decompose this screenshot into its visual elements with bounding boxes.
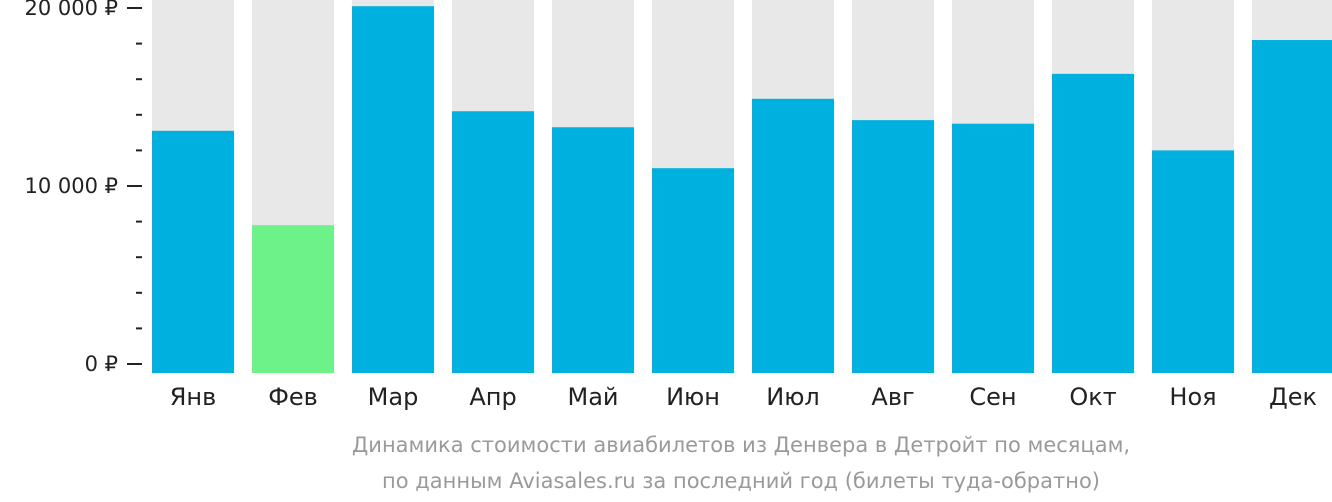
bar-8[interactable] (952, 123, 1034, 373)
bar-9[interactable] (1052, 73, 1134, 374)
bar-10[interactable] (1152, 150, 1234, 373)
bar-7[interactable] (852, 120, 934, 373)
y-tick-label-0: 0 ₽ (85, 352, 118, 376)
x-tick-label-11: Дек (1269, 383, 1317, 411)
bar-3[interactable] (452, 111, 534, 374)
y-tick-label-2: 20 000 ₽ (24, 0, 118, 20)
x-tick-label-1: Фев (268, 383, 318, 411)
chart-caption-line-2: по данным Aviasales.ru за последний год … (382, 469, 1100, 493)
x-tick-label-2: Мар (368, 383, 419, 411)
x-tick-label-6: Июл (766, 383, 820, 411)
bar-0[interactable] (152, 130, 234, 373)
bar-4[interactable] (552, 127, 634, 373)
x-tick-label-9: Окт (1069, 383, 1116, 411)
x-tick-label-3: Апр (469, 383, 516, 411)
x-tick-label-0: Янв (170, 383, 217, 411)
y-axis: 0 ₽ 10 000 ₽ 20 000 ₽ (24, 0, 142, 376)
x-tick-label-7: Авг (871, 383, 914, 411)
bar-2[interactable] (352, 6, 434, 373)
bar-5[interactable] (652, 168, 734, 373)
chart-caption-line-1: Динамика стоимости авиабилетов из Денвер… (352, 433, 1130, 457)
x-tick-label-4: Май (567, 383, 618, 411)
bar-11[interactable] (1252, 40, 1332, 373)
y-tick-label-1: 10 000 ₽ (24, 174, 118, 198)
x-tick-label-10: Ноя (1169, 383, 1216, 411)
x-axis-labels: Янв Фев Мар Апр Май Июн Июл Авг Сен Окт Ноя Дек (170, 383, 1317, 411)
x-tick-label-5: Июн (666, 383, 720, 411)
bars-layer (152, 6, 1332, 374)
x-tick-label-8: Сен (969, 383, 1016, 411)
bar-1[interactable] (252, 225, 334, 373)
bar-6[interactable] (752, 98, 834, 373)
